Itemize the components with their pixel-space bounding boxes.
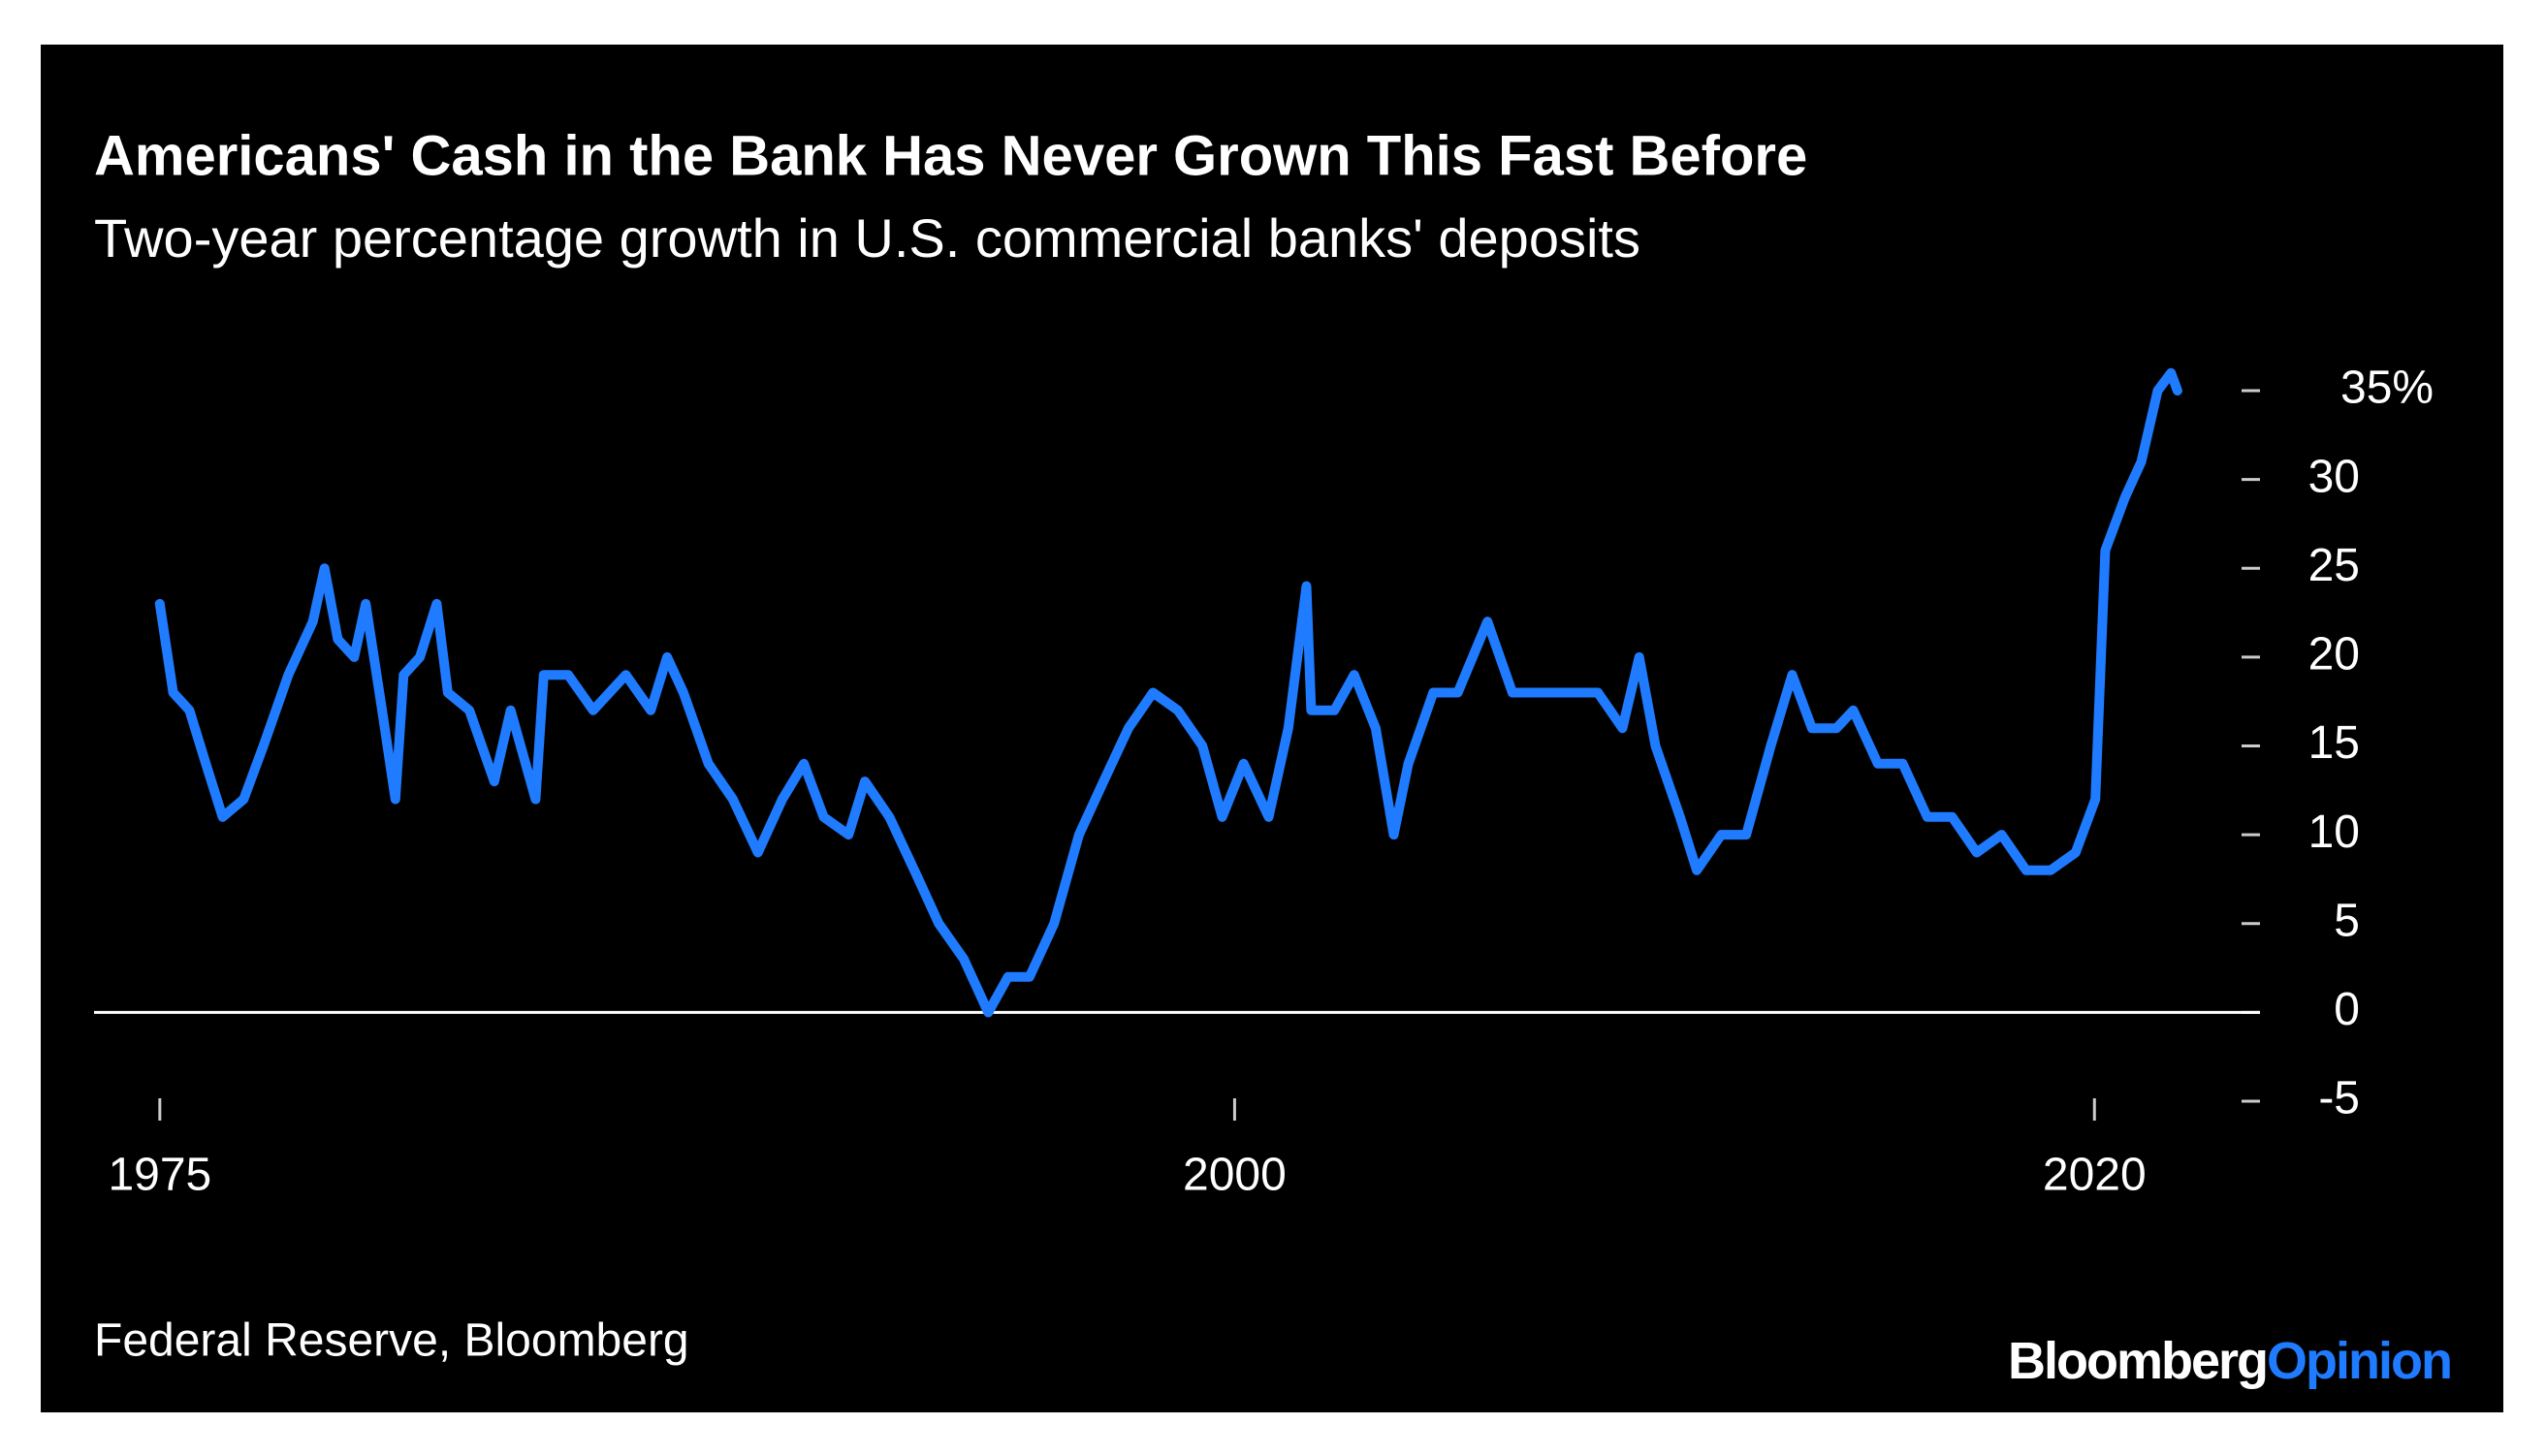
x-tick-label: 2000: [1183, 1150, 1287, 1201]
y-tick-label: 0: [2334, 984, 2360, 1035]
logo-part: Opinion: [2267, 1332, 2451, 1390]
y-tick-label: 25: [2308, 540, 2360, 591]
source: Federal Reserve, Bloomberg: [94, 1315, 689, 1367]
panel: [41, 45, 2503, 1412]
y-tick-label: 15: [2308, 717, 2360, 769]
logo-part: Bloomberg: [2008, 1332, 2267, 1390]
y-tick-label: 5: [2334, 895, 2360, 946]
y-tick-label: -5: [2318, 1073, 2360, 1124]
x-tick-label: 1975: [108, 1150, 211, 1201]
x-tick-label: 2020: [2043, 1150, 2147, 1201]
y-tick-label: 30: [2308, 451, 2360, 502]
y-tick-label: 35%: [2340, 363, 2434, 414]
chart-title: Americans' Cash in the Bank Has Never Gr…: [94, 124, 1807, 187]
chart-subtitle: Two-year percentage growth in U.S. comme…: [94, 207, 1640, 269]
data-line: [154, 367, 2182, 1018]
y-tick-label: 10: [2308, 807, 2360, 858]
y-tick-label: 20: [2308, 629, 2360, 681]
logo: BloombergOpinion: [2008, 1332, 2451, 1390]
